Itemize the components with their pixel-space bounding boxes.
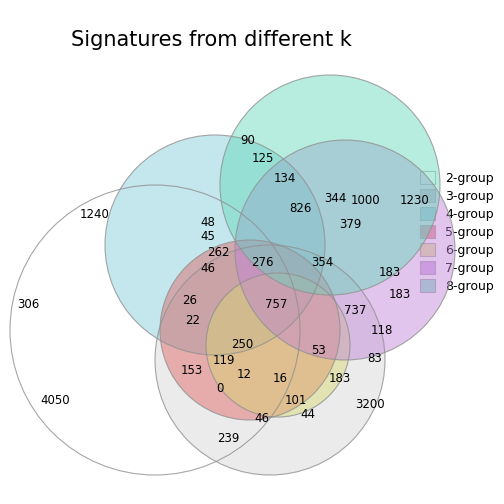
Circle shape	[160, 240, 340, 420]
Text: Signatures from different k: Signatures from different k	[71, 30, 352, 50]
Text: 1000: 1000	[350, 194, 380, 207]
Text: 119: 119	[213, 353, 235, 366]
Text: 183: 183	[379, 266, 401, 279]
Text: 48: 48	[201, 216, 215, 228]
Text: 262: 262	[207, 245, 229, 259]
Text: 53: 53	[310, 344, 326, 356]
Text: 379: 379	[339, 219, 361, 231]
Text: 344: 344	[324, 192, 346, 205]
Text: 26: 26	[182, 293, 198, 306]
Text: 250: 250	[231, 339, 253, 351]
Text: 45: 45	[201, 230, 215, 243]
Circle shape	[105, 135, 325, 355]
Text: 306: 306	[17, 298, 39, 311]
Text: 737: 737	[344, 303, 366, 317]
Circle shape	[155, 245, 385, 475]
Text: 134: 134	[274, 171, 296, 184]
Text: 183: 183	[329, 371, 351, 385]
Text: 83: 83	[367, 351, 383, 364]
Text: 4050: 4050	[40, 394, 70, 407]
Text: 125: 125	[252, 152, 274, 164]
Text: 0: 0	[216, 382, 224, 395]
Text: 46: 46	[201, 262, 216, 275]
Text: 101: 101	[285, 394, 307, 407]
Text: 276: 276	[251, 256, 273, 269]
Text: 1230: 1230	[400, 194, 430, 207]
Circle shape	[206, 273, 350, 417]
Text: 90: 90	[240, 134, 256, 147]
Text: 12: 12	[236, 368, 251, 382]
Text: 183: 183	[389, 288, 411, 301]
Text: 239: 239	[217, 431, 239, 445]
Text: 44: 44	[300, 409, 316, 421]
Circle shape	[220, 75, 440, 295]
Text: 22: 22	[185, 313, 201, 327]
Text: 153: 153	[181, 363, 203, 376]
Text: 757: 757	[265, 298, 287, 311]
Text: 354: 354	[311, 256, 333, 269]
Circle shape	[10, 185, 300, 475]
Legend: 2-group, 3-group, 4-group, 5-group, 6-group, 7-group, 8-group: 2-group, 3-group, 4-group, 5-group, 6-gr…	[416, 167, 498, 297]
Text: 16: 16	[273, 371, 287, 385]
Text: 46: 46	[255, 411, 270, 424]
Text: 1240: 1240	[80, 209, 110, 221]
Text: 3200: 3200	[355, 399, 385, 411]
Circle shape	[235, 140, 455, 360]
Text: 826: 826	[289, 202, 311, 215]
Text: 118: 118	[371, 324, 393, 337]
